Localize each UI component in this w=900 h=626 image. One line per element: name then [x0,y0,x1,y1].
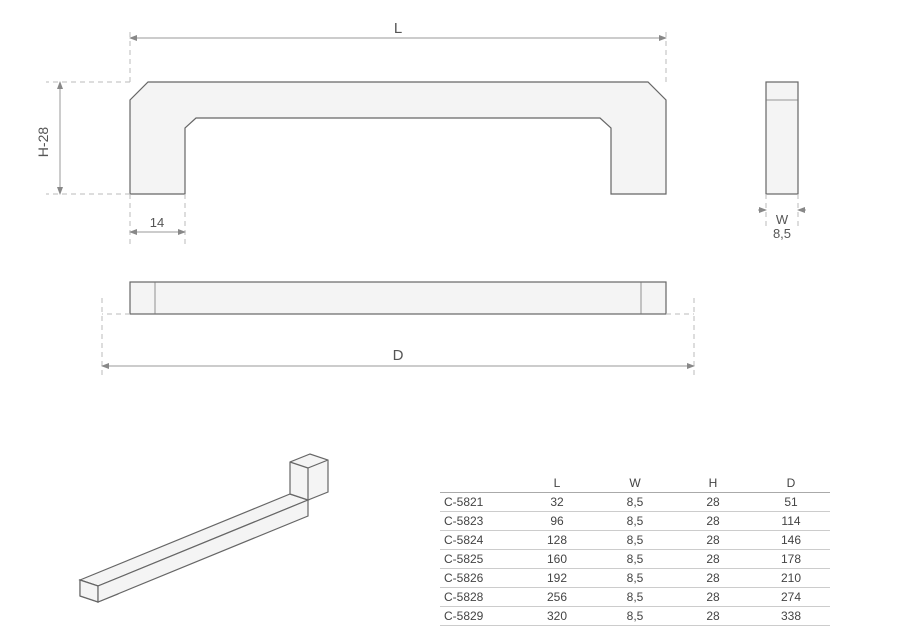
col-L: L [518,474,596,493]
front-view [130,82,666,194]
label-H: H-28 [35,127,51,158]
label-leg-width: 14 [150,215,164,230]
table-row: C-5824 128 8,5 28 146 [440,531,830,550]
col-D: D [752,474,830,493]
table-row: C-5821 32 8,5 28 51 [440,493,830,512]
table-row: C-5823 96 8,5 28 114 [440,512,830,531]
dimension-H: H-28 [35,82,130,194]
isometric-view [40,430,400,620]
page: { "diagram": { "type": "engineering-draw… [0,0,900,618]
dimension-leg: 14 [130,194,185,244]
technical-drawing: L H-28 14 D W 8,5 [0,0,900,470]
table-row: C-5828 256 8,5 28 274 [440,588,830,607]
label-W1: W [776,212,789,227]
col-W: W [596,474,674,493]
col-model [440,474,518,493]
side-view [766,82,798,194]
table-row: C-5829 320 8,5 28 338 [440,607,830,626]
label-L: L [394,20,402,37]
col-H: H [674,474,752,493]
table-row: C-5826 192 8,5 28 210 [440,569,830,588]
table-header-row: L W H D [440,474,830,493]
table-row: C-5825 160 8,5 28 178 [440,550,830,569]
label-W2: 8,5 [773,226,791,241]
dimension-W: W 8,5 [758,194,806,241]
top-view [130,282,666,314]
spec-table: L W H D C-5821 32 8,5 28 51 C-5823 96 8,… [440,474,830,626]
dimension-L: L [130,20,666,82]
label-D: D [393,347,404,364]
